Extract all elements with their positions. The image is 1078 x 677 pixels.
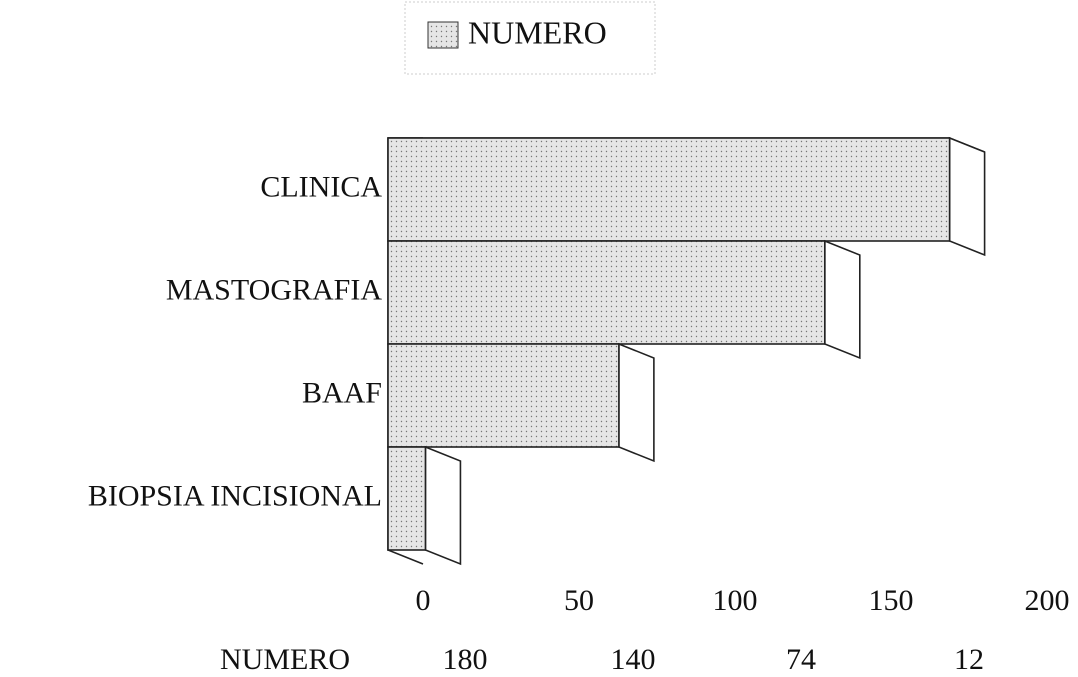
x-tick-label: 50	[564, 584, 594, 617]
legend-swatch	[427, 21, 459, 49]
x-tick-label: 100	[713, 584, 758, 617]
table-value: 140	[611, 643, 656, 676]
table-value: 12	[954, 643, 984, 676]
table-value: 180	[443, 643, 488, 676]
x-tick-label: 200	[1025, 584, 1070, 617]
x-tick-label: 150	[869, 584, 914, 617]
legend-label: NUMERO	[468, 14, 607, 50]
y-tick-label: BAAF	[302, 376, 382, 409]
y-tick-label: CLINICA	[260, 170, 382, 203]
y-tick-label: MASTOGRAFIA	[166, 273, 382, 306]
bar	[387, 446, 427, 551]
table-row-label: NUMERO	[220, 643, 350, 676]
x-tick-label: 0	[416, 584, 431, 617]
bar	[387, 137, 951, 242]
bar	[387, 240, 826, 345]
legend-box	[404, 1, 656, 75]
bar-side	[823, 239, 861, 360]
y-tick-label: BIOPSIA INCISIONAL	[88, 479, 382, 512]
bar-side	[618, 342, 655, 463]
bar-side	[948, 136, 986, 257]
bar	[387, 343, 620, 448]
bar-side	[424, 445, 462, 566]
table-value: 74	[786, 643, 816, 676]
